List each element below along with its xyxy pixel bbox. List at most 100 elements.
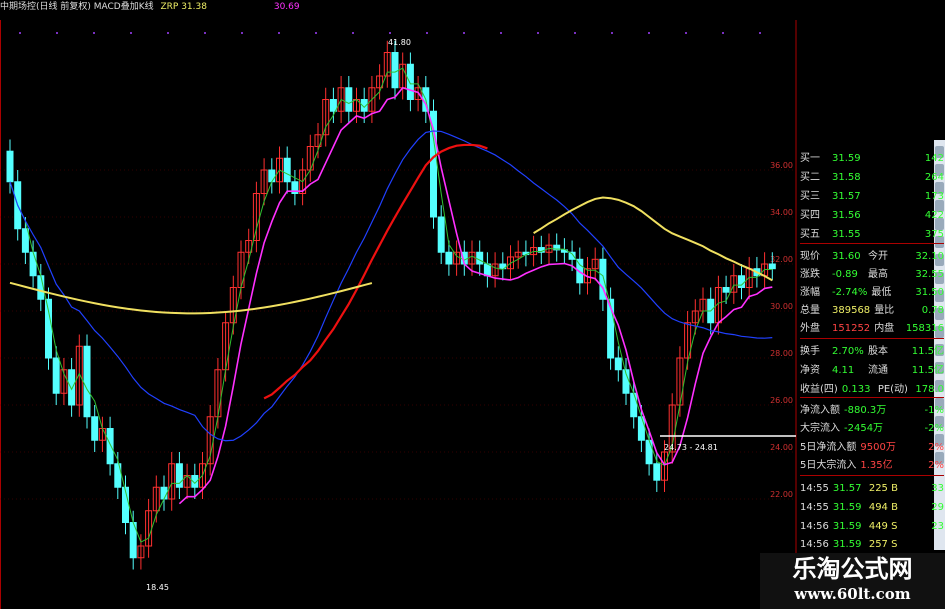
quote-row: 5日大宗流入 1.35亿 2% (800, 457, 944, 474)
candle-down (738, 275, 745, 288)
tool-icon[interactable] (935, 236, 944, 248)
row-label-2: 股本 (868, 346, 888, 357)
tool-icon[interactable] (935, 164, 944, 176)
candle-up (507, 256, 514, 270)
tool-icon[interactable] (935, 362, 944, 374)
row-label-2: 流通 (868, 365, 888, 376)
row-value: 31.59 (832, 539, 862, 550)
tool-icon[interactable] (935, 182, 944, 194)
row-label: 买四 (800, 210, 820, 221)
indicator-value: ZRP 31.38 (160, 2, 207, 12)
low-price-label: 18.45 (146, 583, 169, 592)
side-toolbar (934, 140, 945, 550)
tool-icon[interactable] (935, 200, 944, 212)
candle-down (476, 251, 484, 265)
row-label-2: 最高 (868, 269, 888, 280)
marker-dot (759, 32, 761, 34)
tool-icon[interactable] (935, 290, 944, 302)
row-value: 31.55 (832, 229, 861, 240)
candle-down (653, 463, 661, 481)
tool-icon[interactable] (935, 344, 944, 356)
candle-up (661, 451, 668, 481)
row-label-2: PE(动) (877, 384, 908, 395)
row-value: 31.59 (832, 521, 862, 532)
row-label: 买三 (800, 191, 820, 202)
tool-icon[interactable] (935, 380, 944, 392)
row-label: 5日大宗流入 (800, 460, 857, 471)
tool-icon[interactable] (935, 272, 944, 284)
candle-down (430, 110, 437, 218)
row-value-2: 158316 (905, 323, 944, 334)
y-tick-label: 24.00 (770, 443, 793, 452)
indicator-title: 中期场控(日线 前复权) MACD叠加K线 (0, 2, 154, 12)
candle-down (499, 263, 507, 270)
row-label: 大宗流入 (800, 423, 840, 434)
y-tick-label: 36.00 (770, 161, 793, 170)
row-label: 外盘 (800, 323, 820, 334)
row-value: 0.133 (841, 384, 871, 395)
candle-down (445, 251, 453, 265)
candle-up (337, 87, 345, 112)
marker-dot (426, 32, 428, 34)
quote-row: 买三 31.57 173 (800, 188, 944, 205)
tool-icon[interactable] (935, 398, 944, 410)
watermark: 乐淘公式网 www.60lt.com (760, 553, 945, 609)
candle-down (637, 416, 645, 441)
row-label: 涨幅 (800, 287, 820, 298)
row-label: 14:56 (800, 521, 829, 532)
tool-icon[interactable] (935, 326, 944, 338)
candle-down (283, 157, 291, 183)
watermark-url: www.60lt.com (794, 585, 911, 603)
ma-long-line (533, 196, 773, 282)
quote-row: 买四 31.56 422 (800, 207, 944, 224)
quote-row: 外盘 151252 内盘 158316 (800, 320, 944, 337)
candle-up (168, 463, 176, 500)
candle-down (630, 392, 638, 418)
marker-dot (611, 32, 613, 34)
marker-dot (648, 32, 650, 34)
candle-up (414, 87, 422, 100)
row-value-2: 33 (931, 483, 944, 494)
candle-up (260, 169, 268, 194)
quote-row: 买二 31.58 264 (800, 169, 944, 186)
row-value-2: 173 (924, 191, 944, 202)
y-tick-label: 28.00 (770, 349, 793, 358)
row-value-2: 142 (924, 153, 944, 164)
candle-down (614, 357, 622, 371)
tool-icon[interactable] (935, 452, 944, 464)
marker-dot (463, 32, 465, 34)
quote-row: 换手 2.70% 股本 11.5亿 (800, 343, 944, 360)
row-value: -0.89 (832, 269, 858, 280)
candle-down (483, 263, 491, 277)
candle-up (730, 275, 738, 293)
row-value-2: -2% (924, 423, 944, 434)
panel-separator (800, 475, 944, 476)
tool-icon[interactable] (935, 308, 944, 320)
row-value: 31.59 (832, 153, 861, 164)
tool-icon[interactable] (935, 218, 944, 230)
indicator-value-2: 30.69 (273, 2, 300, 12)
tool-icon[interactable] (935, 434, 944, 446)
ma-short-line (9, 67, 773, 543)
candle-down (91, 416, 99, 441)
tool-icon[interactable] (935, 254, 944, 266)
candle-down (722, 287, 730, 293)
candle-down (291, 181, 299, 194)
row-label: 5日净流入额 (800, 442, 857, 453)
row-label-2: 225 B (868, 483, 898, 494)
candle-down (268, 169, 276, 183)
candle-up (322, 99, 330, 136)
row-value: 151252 (832, 323, 871, 334)
tool-icon[interactable] (935, 146, 944, 158)
row-value-2: 32.55 (915, 269, 944, 280)
candle-down (406, 63, 414, 100)
row-value: 31.58 (832, 172, 861, 183)
candle-down (68, 369, 76, 406)
quote-row: 买五 31.55 375 (800, 226, 944, 243)
tool-icon[interactable] (935, 416, 944, 428)
row-value-2: 264 (924, 172, 944, 183)
candle-down (114, 463, 122, 488)
candle-down (21, 228, 29, 253)
quote-row: 净流入额 -880.3万 -1% (800, 402, 944, 419)
